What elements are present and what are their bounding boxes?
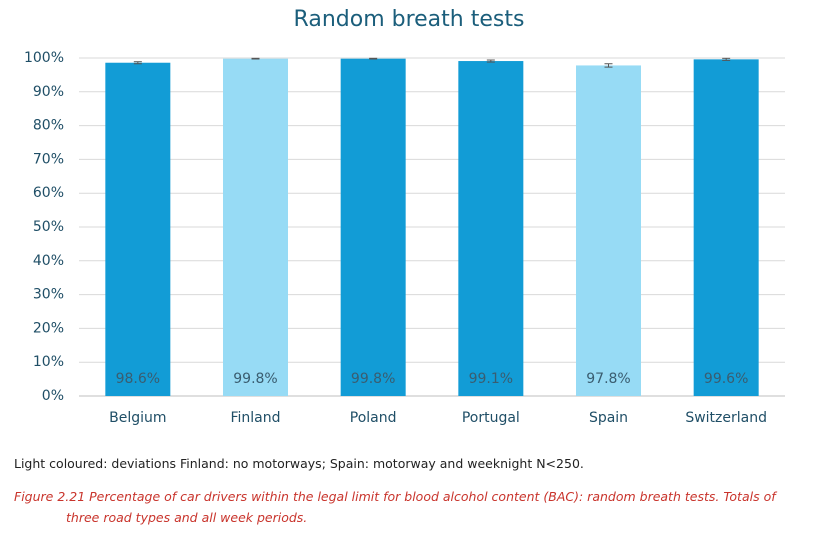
bar: [105, 62, 171, 397]
value-label: 99.1%: [469, 371, 513, 387]
caption: Figure 2.21 Percentage of car drivers wi…: [14, 489, 776, 525]
bar: [223, 58, 288, 397]
chart: Random breath tests 0% 10% 20% 30% 40% 50% 60%…: [24, 7, 785, 426]
chart-title: Random breath tests: [294, 7, 525, 32]
bar: [340, 58, 406, 397]
y-tick-label: 10%: [33, 354, 64, 370]
x-tick-label: Poland: [350, 410, 397, 426]
value-label: 98.6%: [116, 371, 160, 387]
y-tick-label: 70%: [33, 151, 64, 167]
y-tick-label: 40%: [33, 253, 64, 269]
value-label: 99.6%: [704, 371, 748, 387]
x-tick-label: Portugal: [462, 410, 520, 426]
note: Light coloured: deviations Finland: no m…: [14, 456, 584, 471]
y-tick-label: 90%: [33, 84, 64, 100]
y-tick-label: 100%: [24, 50, 64, 66]
y-tick-label: 30%: [33, 287, 64, 303]
x-tick-label: Switzerland: [685, 410, 767, 426]
x-tick-label: Spain: [589, 410, 628, 426]
bar: [576, 65, 641, 396]
value-label: 99.8%: [233, 371, 277, 387]
x-tick-label: Finland: [230, 410, 280, 426]
y-tick-label: 60%: [33, 185, 64, 201]
bar: [693, 59, 759, 397]
bar: [458, 61, 524, 397]
x-tick-label: Belgium: [109, 410, 166, 426]
y-tick-label: 50%: [33, 219, 64, 235]
y-tick-label: 0%: [42, 388, 64, 404]
y-tick-label: 80%: [33, 118, 64, 134]
y-tick-label: 20%: [33, 320, 64, 336]
value-label: 99.8%: [351, 371, 395, 387]
value-label: 97.8%: [586, 371, 630, 387]
